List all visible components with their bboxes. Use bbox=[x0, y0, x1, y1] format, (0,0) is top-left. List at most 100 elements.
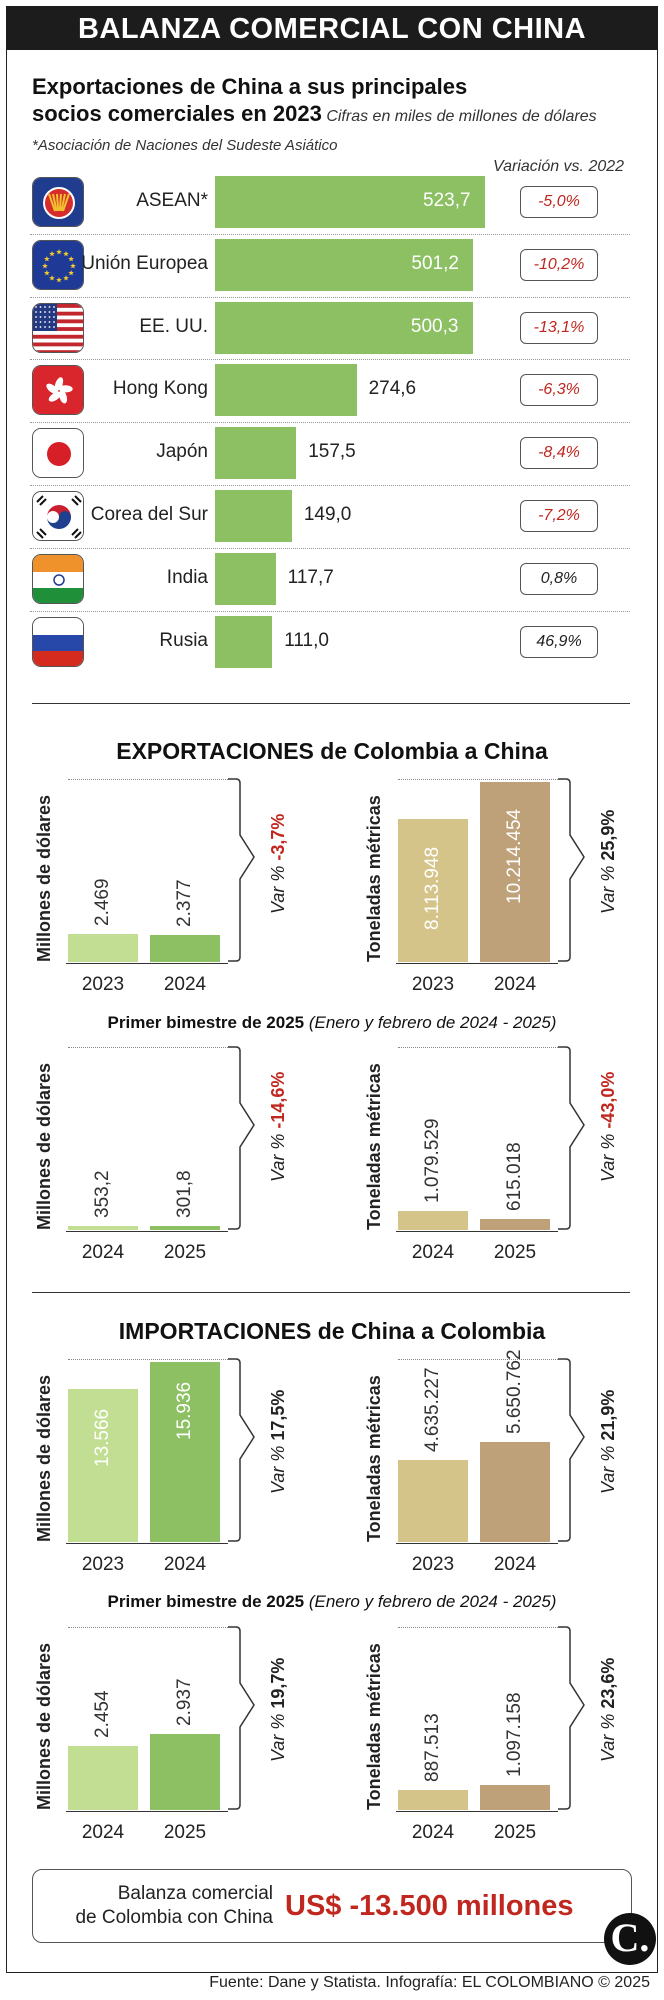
variation-prefix: Var % bbox=[268, 860, 288, 914]
variation-bracket bbox=[558, 778, 585, 962]
row-separator bbox=[30, 610, 630, 612]
x-tick-label: 2025 bbox=[493, 1822, 537, 1843]
footer-source: Fuente: Dane y Statista. Infografía: EL … bbox=[209, 1974, 650, 1991]
data-label: 5.650.762 bbox=[504, 1349, 525, 1435]
data-label: 117,7 bbox=[287, 566, 334, 588]
variation-label: Var % 17,5% bbox=[268, 1390, 289, 1494]
data-label: 149,0 bbox=[303, 504, 352, 525]
baseline bbox=[396, 1231, 558, 1232]
x-tick-label: 2025 bbox=[493, 1242, 537, 1263]
row-separator bbox=[30, 547, 630, 549]
x-tick-label: 2024 bbox=[411, 1822, 455, 1843]
variation-value: 23,6% bbox=[598, 1657, 618, 1709]
country-label: Rusia bbox=[159, 629, 208, 651]
exports-bimestre-title: Primer bimestre de 2025 (Enero y febrero… bbox=[0, 1013, 664, 1033]
baseline bbox=[396, 1543, 558, 1544]
variation-label: Var % -43,0% bbox=[598, 1072, 619, 1182]
bar bbox=[215, 238, 474, 291]
data-label: 13.566 bbox=[92, 1408, 113, 1467]
bar bbox=[68, 1226, 138, 1230]
y-axis-label: Toneladas métricas bbox=[364, 1063, 384, 1230]
variation-prefix: Var % bbox=[268, 1128, 288, 1182]
bar bbox=[150, 935, 220, 962]
y-axis-label: Millones de dólares bbox=[34, 1642, 54, 1810]
baseline bbox=[396, 963, 558, 964]
data-label: 301,8 bbox=[174, 1170, 195, 1218]
variation-badge: -6,3% bbox=[520, 374, 598, 407]
imports-bimestre-title: Primer bimestre de 2025 (Enero y febrero… bbox=[0, 1592, 664, 1612]
reference-line bbox=[398, 1627, 558, 1628]
reference-line bbox=[398, 779, 558, 780]
bar bbox=[215, 615, 273, 668]
bimestre-bold: Primer bimestre de 2025 bbox=[107, 1592, 305, 1611]
top-chart-title-line1: Exportaciones de China a sus principales bbox=[32, 74, 468, 99]
data-label: 887.513 bbox=[422, 1712, 443, 1782]
baseline bbox=[66, 1811, 228, 1812]
x-tick-label: 2024 bbox=[163, 974, 207, 995]
bar bbox=[150, 1362, 220, 1542]
bimestre-note: (Enero y febrero de 2024 - 2025) bbox=[308, 1013, 557, 1032]
balance-label: Balanza comercial de Colombia con China bbox=[33, 1882, 273, 1930]
bar bbox=[215, 427, 297, 480]
balance-value: US$ -13.500 millones bbox=[285, 1890, 574, 1922]
imports-section-title: IMPORTACIONES de China a Colombia bbox=[0, 1318, 664, 1345]
bar bbox=[215, 490, 292, 542]
y-axis-label: Millones de dólares bbox=[34, 1374, 54, 1542]
variation-badge: -8,4% bbox=[520, 437, 598, 470]
variation-value: -3,7% bbox=[268, 813, 288, 861]
data-label: 523,7 bbox=[423, 190, 471, 211]
data-label: 501,2 bbox=[411, 252, 459, 274]
variation-badge: -7,2% bbox=[520, 500, 598, 532]
reference-line bbox=[398, 1359, 558, 1360]
exports-title-bold: EXPORTACIONES bbox=[116, 738, 314, 764]
y-axis-label: Millones de dólares bbox=[34, 1062, 54, 1230]
variation-bracket bbox=[228, 1626, 255, 1810]
bimestre-bold: Primer bimestre de 2025 bbox=[107, 1013, 305, 1032]
balance-label-line2: de Colombia con China bbox=[75, 1907, 273, 1928]
variation-value: 21,9% bbox=[598, 1389, 618, 1441]
bar bbox=[215, 176, 485, 228]
imports-title-rest: de China a Colombia bbox=[311, 1318, 546, 1344]
variation-badge: -5,0% bbox=[520, 186, 598, 218]
data-label: 8.113.948 bbox=[422, 846, 443, 930]
data-label: 353,2 bbox=[92, 1170, 113, 1218]
x-tick-label: 2025 bbox=[163, 1822, 207, 1843]
reference-line bbox=[398, 1047, 558, 1048]
x-tick-label: 2024 bbox=[81, 1822, 125, 1843]
data-label: 10.214.454 bbox=[504, 808, 525, 904]
south-korea-flag-icon bbox=[32, 491, 84, 541]
top-chart-units: Cifras en miles de millones de dólares bbox=[326, 108, 597, 125]
y-axis-label: Millones de dólares bbox=[34, 794, 54, 962]
country-label: EE. UU. bbox=[139, 315, 208, 337]
row-separator bbox=[30, 296, 630, 298]
data-label: 111,0 bbox=[284, 629, 329, 651]
x-tick-label: 2024 bbox=[163, 1554, 207, 1575]
variation-value: 17,5% bbox=[268, 1389, 288, 1441]
data-label: 274,6 bbox=[368, 378, 417, 400]
row-separator bbox=[30, 485, 630, 486]
x-tick-label: 2023 bbox=[411, 1554, 455, 1575]
trade-balance-box: Balanza comercial de Colombia con China … bbox=[32, 1869, 632, 1943]
bar bbox=[68, 1388, 138, 1542]
bar bbox=[215, 364, 357, 417]
eu-flag-icon bbox=[32, 239, 84, 290]
baseline bbox=[66, 1231, 228, 1232]
bar bbox=[215, 301, 473, 354]
data-label: 157,5 bbox=[308, 441, 356, 463]
variation-prefix: Var % bbox=[598, 1128, 618, 1182]
bar bbox=[480, 1784, 550, 1810]
row-separator bbox=[30, 422, 630, 424]
country-label: Unión Europea bbox=[81, 252, 208, 274]
bar bbox=[398, 819, 468, 962]
variation-badge: 0,8% bbox=[520, 562, 598, 595]
variation-bracket bbox=[558, 1626, 585, 1810]
variation-label: Var % -3,7% bbox=[268, 814, 289, 914]
variation-badge: -13,1% bbox=[520, 311, 598, 344]
y-axis-label: Toneladas métricas bbox=[364, 1643, 384, 1810]
bar bbox=[68, 1746, 138, 1810]
variation-bracket bbox=[228, 778, 255, 962]
variation-value: -43,0% bbox=[598, 1071, 618, 1129]
variation-label: Var % 21,9% bbox=[598, 1390, 619, 1494]
x-tick-label: 2024 bbox=[81, 1242, 125, 1263]
variation-bracket bbox=[228, 1358, 255, 1542]
